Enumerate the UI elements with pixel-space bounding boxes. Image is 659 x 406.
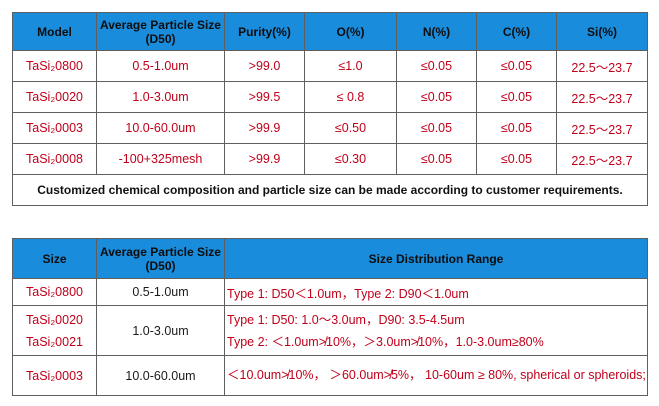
header-silicon: Si(%) (556, 12, 648, 51)
model-cell: TaSi₂0008 (12, 143, 97, 175)
table-row: TaSi₂0800 0.5-1.0um Type 1: D50＜1.0um，Ty… (12, 278, 648, 306)
carbon-cell: ≤0.05 (476, 112, 557, 144)
purity-cell: >99.0 (224, 50, 305, 82)
carbon-cell: ≤0.05 (476, 81, 557, 113)
nitrogen-cell: ≤0.05 (396, 81, 477, 113)
table-row: TaSi₂0008 -100+325mesh >99.9 ≤0.30 ≤0.05… (12, 143, 648, 175)
model-cell: TaSi₂0020 TaSi₂0021 (12, 305, 97, 356)
silicon-cell: 22.5～23.7 (556, 50, 648, 82)
note-row: Customized chemical composition and part… (12, 174, 648, 206)
table-row: TaSi₂0020 1.0-3.0um >99.5 ≤ 0.8 ≤0.05 ≤0… (12, 81, 648, 113)
composition-table: Model Average Particle Size (D50) Purity… (12, 12, 648, 206)
nitrogen-cell: ≤0.05 (396, 143, 477, 175)
model-cell: TaSi₂0800 (12, 278, 97, 306)
oxygen-cell: ≤ 0.8 (304, 81, 397, 113)
model-label: TaSi₂0021 (26, 334, 83, 349)
size-cell: -100+325mesh (96, 143, 225, 175)
size-cell: 1.0-3.0um (96, 81, 225, 113)
header-size: Size (12, 238, 97, 279)
table-row: TaSi₂0020 TaSi₂0021 1.0-3.0um Type 1: D5… (12, 305, 648, 356)
purity-cell: >99.9 (224, 143, 305, 175)
header-purity: Purity(%) (224, 12, 305, 51)
distribution-cell: Type 1: D50: 1.0～3.0um，D90: 3.5-4.5um Ty… (224, 305, 648, 356)
header-carbon: C(%) (476, 12, 557, 51)
oxygen-cell: ≤0.50 (304, 112, 397, 144)
header-size-distribution-range: Size Distribution Range (224, 238, 648, 279)
silicon-cell: 22.5～23.7 (556, 112, 648, 144)
distribution-cell: ＜10.0um≯10%， ＞60.0um≯5%， 10-60um ≥ 80%, … (224, 355, 648, 396)
size-distribution-table: Size Average Particle Size (D50) Size Di… (12, 238, 648, 396)
carbon-cell: ≤0.05 (476, 50, 557, 82)
size-cell: 0.5-1.0um (96, 50, 225, 82)
purity-cell: >99.5 (224, 81, 305, 113)
table-row: TaSi₂0003 10.0-60.0um ＜10.0um≯10%， ＞60.0… (12, 355, 648, 396)
silicon-cell: 22.5～23.7 (556, 81, 648, 113)
model-cell: TaSi₂0020 (12, 81, 97, 113)
model-cell: TaSi₂0003 (12, 355, 97, 396)
table-header-row: Model Average Particle Size (D50) Purity… (12, 12, 648, 51)
model-cell: TaSi₂0800 (12, 50, 97, 82)
header-nitrogen: N(%) (396, 12, 477, 51)
model-cell: TaSi₂0003 (12, 112, 97, 144)
oxygen-cell: ≤1.0 (304, 50, 397, 82)
oxygen-cell: ≤0.30 (304, 143, 397, 175)
customization-note: Customized chemical composition and part… (12, 174, 648, 206)
nitrogen-cell: ≤0.05 (396, 112, 477, 144)
header-average-particle-size: Average Particle Size (D50) (96, 238, 225, 279)
table-header-row: Size Average Particle Size (D50) Size Di… (12, 238, 648, 279)
distribution-line: Type 1: D50: 1.0～3.0um，D90: 3.5-4.5um (227, 312, 465, 327)
size-cell: 10.0-60.0um (96, 112, 225, 144)
table-row: TaSi₂0003 10.0-60.0um >99.9 ≤0.50 ≤0.05 … (12, 112, 648, 144)
header-oxygen: O(%) (304, 12, 397, 51)
silicon-cell: 22.5～23.7 (556, 143, 648, 175)
purity-cell: >99.9 (224, 112, 305, 144)
distribution-cell: Type 1: D50＜1.0um，Type 2: D90＜1.0um (224, 278, 648, 306)
header-model: Model (12, 12, 97, 51)
size-cell: 1.0-3.0um (96, 305, 225, 356)
model-label: TaSi₂0020 (26, 312, 83, 327)
size-cell: 10.0-60.0um (96, 355, 225, 396)
header-average-particle-size: Average Particle Size (D50) (96, 12, 225, 51)
distribution-line: Type 2: ＜1.0um≯10%，＞3.0um≯10%，1.0-3.0um≥… (227, 334, 544, 349)
carbon-cell: ≤0.05 (476, 143, 557, 175)
table-row: TaSi₂0800 0.5-1.0um >99.0 ≤1.0 ≤0.05 ≤0.… (12, 50, 648, 82)
size-cell: 0.5-1.0um (96, 278, 225, 306)
nitrogen-cell: ≤0.05 (396, 50, 477, 82)
